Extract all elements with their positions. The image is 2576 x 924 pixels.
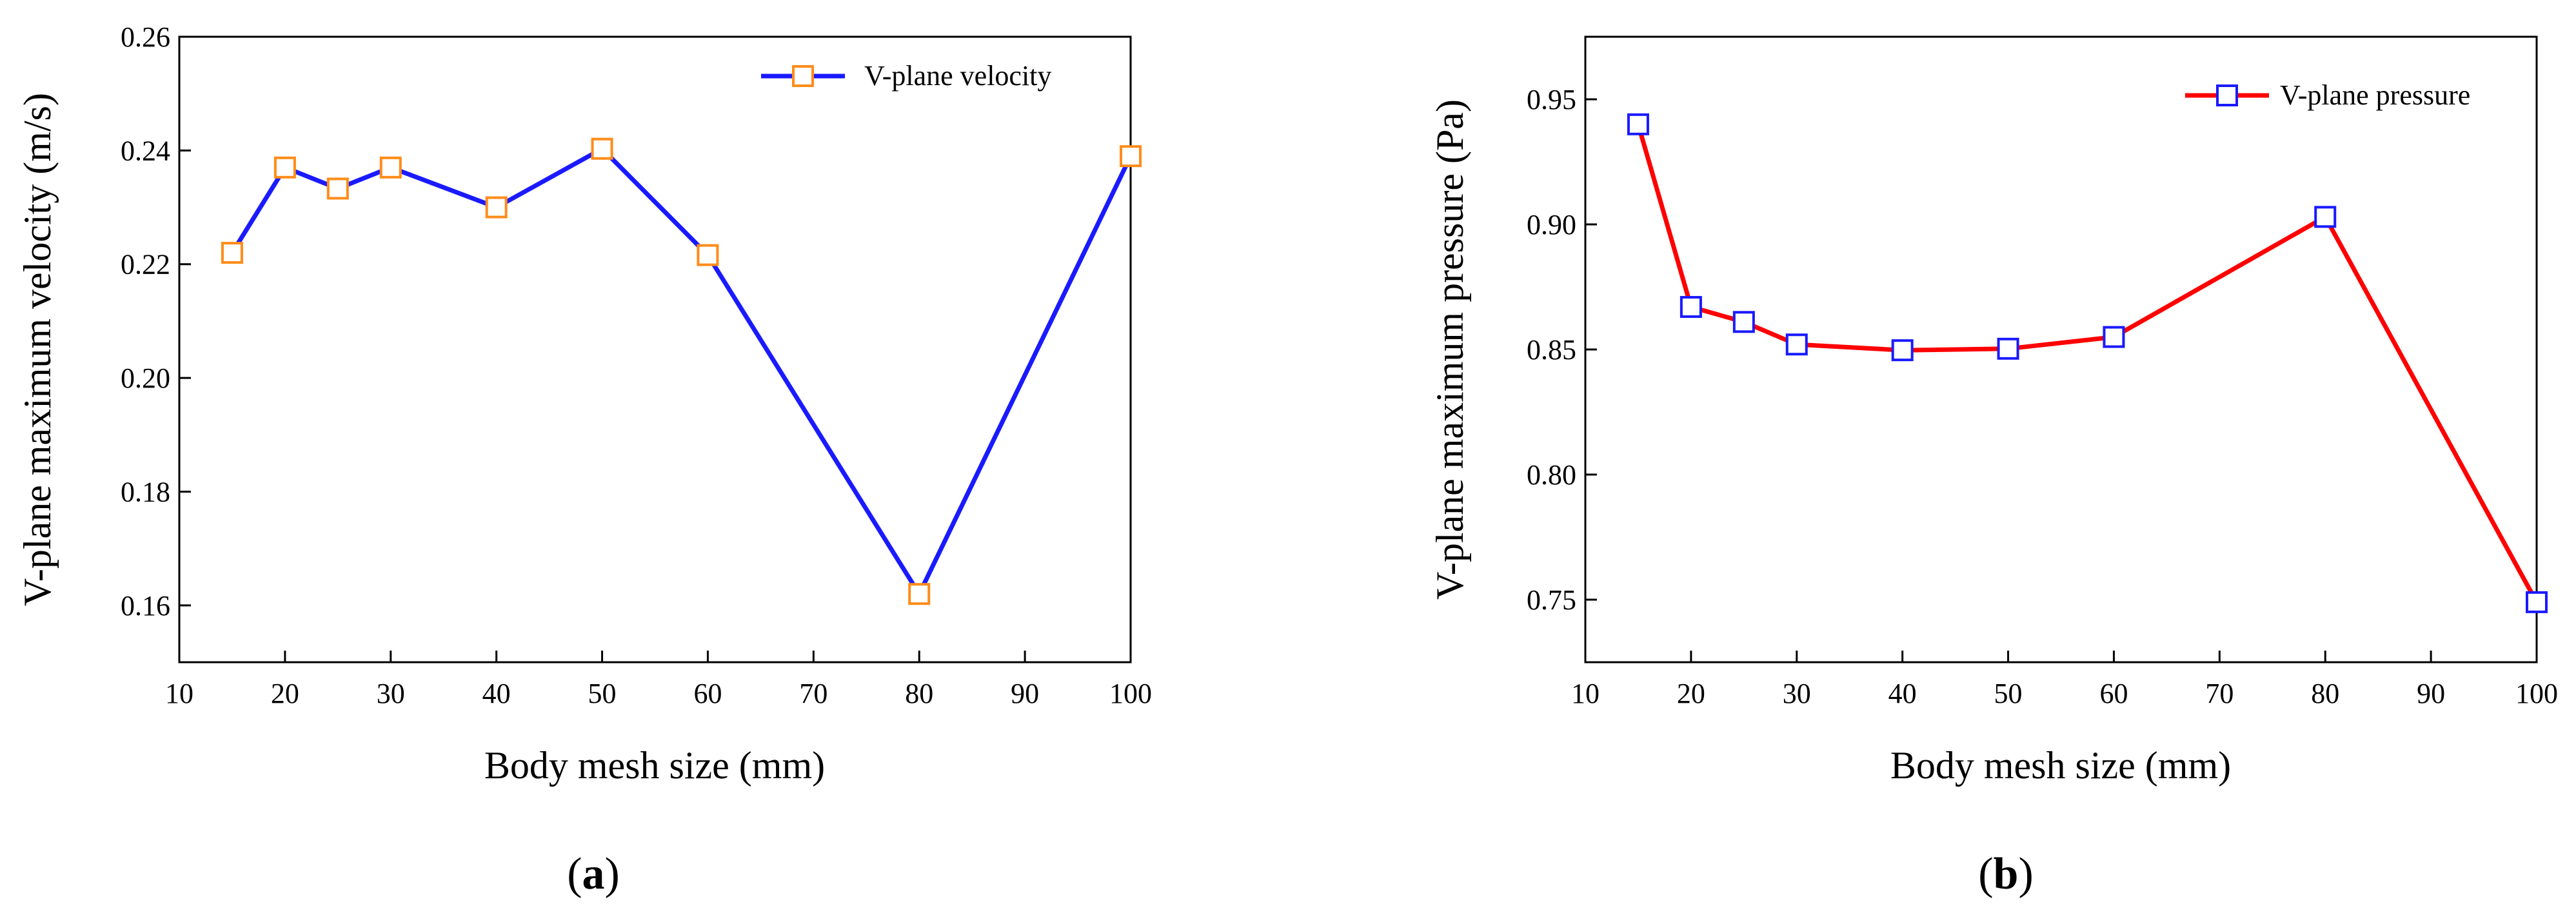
caption-b-close: ) [2018,849,2033,899]
panel-a-x-axis-label: Body mesh size (mm) [484,744,825,787]
panel-a-x-tick-label: 60 [693,678,722,709]
panel-a-x-tick-label: 40 [482,678,511,709]
panel-b-x-tick-label: 70 [2205,678,2234,709]
panel-a-data-point [273,156,296,179]
panel-a-data-point [379,156,402,179]
panel-b-data-point [1891,339,1914,362]
panel-b-data-point [1627,113,1649,135]
panel-a-x-tick-label: 70 [799,678,827,709]
panel-b-data-point [2526,591,2548,613]
panel-a-y-tick-label: 0.22 [121,249,170,280]
panel-a-y-tick-label: 0.24 [121,135,170,166]
panel-a-data-point [697,244,719,266]
panel-b-x-tick-label: 40 [1888,678,1917,709]
caption-a: (a) [567,849,620,899]
panel-a-data-point [485,196,508,219]
panel-b-y-axis-label: V-plane maximum pressure (Pa) [1429,99,1471,600]
panel-b-data-point [2103,326,2125,348]
panel-a-data-point [221,242,243,264]
panel-a-x-tick-label: 80 [905,678,933,709]
panel-a-series-line [230,146,1133,596]
panel-a-y-tick-label: 0.20 [121,362,170,394]
panel-a-x-tick-label: 90 [1011,678,1039,709]
panel-a-data-point [326,177,349,200]
caption-a-letter: a [582,849,605,899]
panel-b-y-tick-label: 0.90 [1527,209,1576,241]
panel-a-legend-label: V-plane velocity [864,60,1051,92]
panel-b-y-ticks: 0.75 0.80 0.85 0.90 0.95 [1527,84,1597,616]
caption-b: (b) [1978,849,2034,899]
panel-a-y-tick-label: 0.26 [121,21,170,53]
panel-a-series [221,137,1142,605]
panel-a-x-tick-label: 10 [165,678,193,709]
panel-a-legend-marker [792,65,814,87]
panel-b-y-tick-label: 0.80 [1527,459,1576,491]
panel-b-data-point [1679,296,1702,319]
panel-b-y-tick-label: 0.95 [1527,84,1576,115]
caption-b-letter: b [1994,849,2019,899]
panel-a-x-tick-label: 100 [1109,678,1152,709]
panel-a-x-tick-label: 20 [271,678,299,709]
panel-b-x-tick-label: 80 [2311,678,2339,709]
panel-b-legend-label: V-plane pressure [2280,79,2470,111]
panel-b-y-tick-label: 0.85 [1527,334,1576,366]
panel-b-x-tick-label: 50 [1994,678,2023,709]
panel-a-x-tick-label: 30 [377,678,405,709]
panel-b-series [1627,113,2548,613]
panel-b-y-tick-label: 0.75 [1527,584,1576,616]
caption-a-open: ( [567,849,582,899]
panel-b-chart: 0.750.800.850.900.95 10 20 30 40 50 60 70 80 90 1… [1429,35,2558,787]
panel-b-data-point [1997,337,2019,360]
panel-b-data-point [1785,333,1808,356]
panel-b-legend: V-plane pressure [2185,79,2470,111]
panel-b-x-tick-label: 100 [2515,678,2558,709]
panel-b-legend-marker [2216,84,2238,106]
panel-b-x-tick-label: 20 [1677,678,1705,709]
panel-b-x-tick-label: 10 [1571,678,1600,709]
panel-a-y-ticks: 0.16 0.18 0.20 0.22 0.24 0.26 [121,21,191,622]
panel-b-x-ticks: 10 20 30 40 50 60 70 80 90 100 [1571,651,2558,709]
panel-a-y-tick-label: 0.16 [121,590,170,622]
panel-a-x-tick-label: 50 [588,678,617,709]
panel-b-x-axis-label: Body mesh size (mm) [1890,744,2231,787]
panel-b-plot-frame [1584,35,2538,664]
panel-b-series-line [1636,123,2539,604]
panel-a-plot-frame [178,35,1132,664]
panel-a-y-axis-label: V-plane maximum velocity (m/s) [16,93,59,606]
panel-a-chart: 0.16 0.18 0.20 0.22 0.24 0.26 10 20 30 40 50 60 70 8… [16,21,1152,787]
panel-a-data-point [591,137,613,160]
panel-b-data-point [2314,206,2337,228]
panel-b-x-tick-label: 90 [2417,678,2445,709]
panel-a-data-point [908,583,931,605]
panel-b-data-point [1732,311,1755,333]
panel-a-legend: V-plane velocity [761,60,1051,92]
caption-a-close: ) [605,849,620,899]
panel-a-data-point [1120,145,1142,168]
caption-b-open: ( [1978,849,1993,899]
panel-a-y-tick-label: 0.18 [121,476,170,507]
panel-a-x-ticks: 10 20 30 40 50 60 70 80 90 100 [165,651,1152,709]
panel-b-x-tick-label: 60 [2099,678,2128,709]
panel-b-x-tick-label: 30 [1783,678,1811,709]
